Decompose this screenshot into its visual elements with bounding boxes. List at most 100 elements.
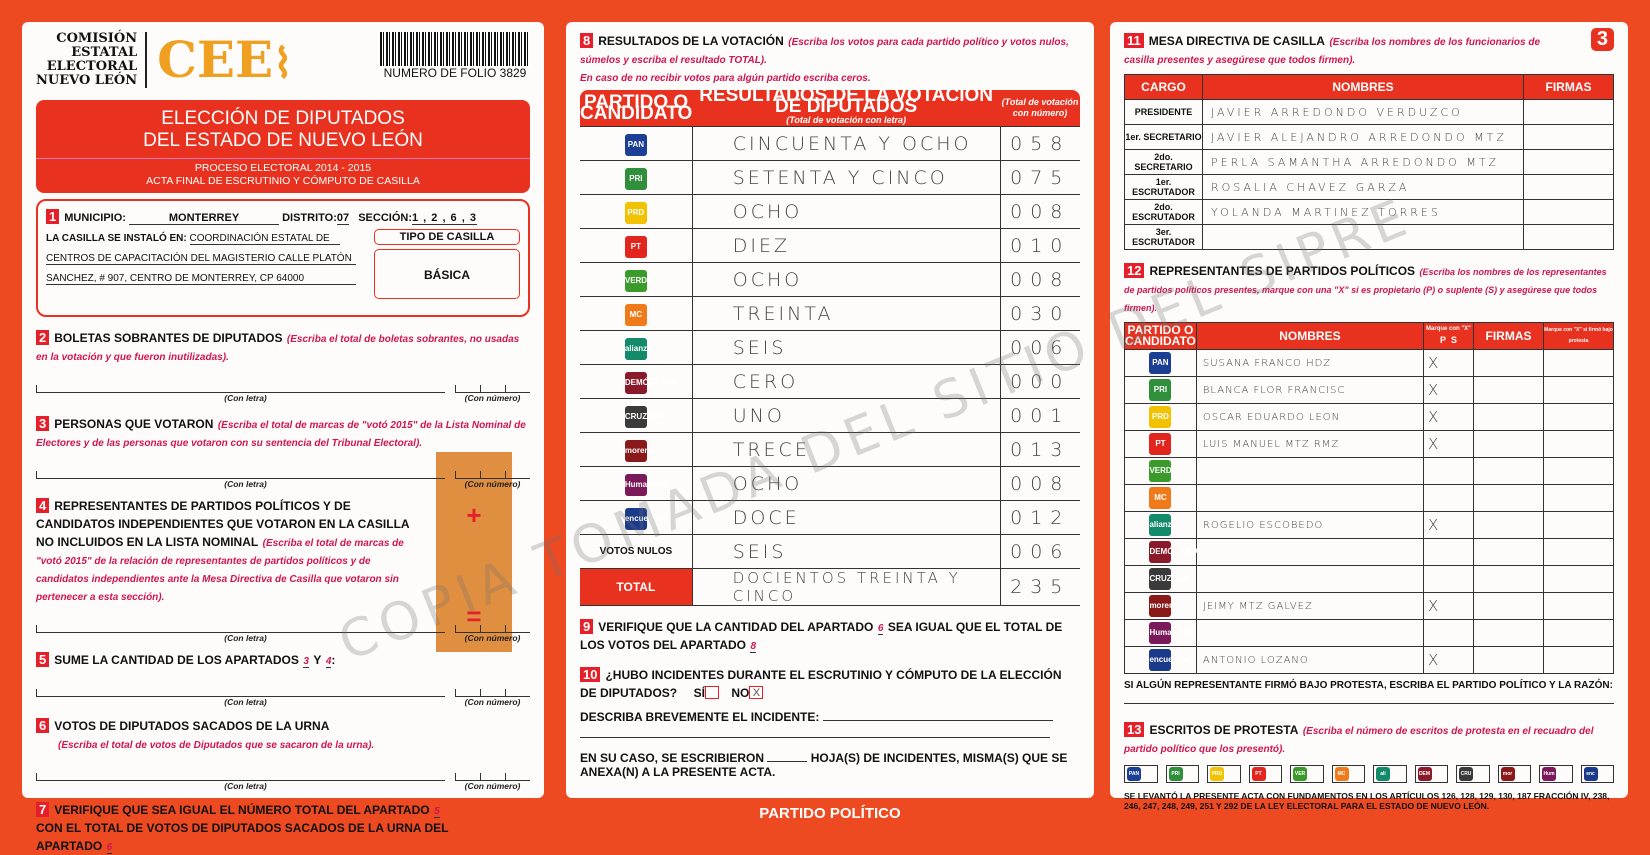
distrito-field[interactable]: 07 [336, 212, 350, 225]
address-field[interactable]: SANCHEZ, # 907, CENTRO DE MONTERREY, CP … [46, 273, 356, 285]
votes-number[interactable]: 008 [999, 262, 1080, 297]
votes-letter[interactable]: UNO [692, 398, 1000, 433]
signature-cell[interactable] [1473, 538, 1544, 566]
suma-input[interactable] [36, 683, 530, 697]
votes-letter[interactable]: TREINTA [692, 296, 1000, 331]
official-name[interactable]: ROSALIA CHAVEZ GARZA [1202, 174, 1524, 200]
protest-mark-cell[interactable] [1543, 619, 1614, 647]
protest-box[interactable]: mor [1497, 765, 1531, 783]
protest-mark-cell[interactable] [1543, 484, 1614, 512]
urna-input[interactable] [36, 767, 530, 781]
votes-letter[interactable]: CERO [692, 364, 1000, 399]
incident-input-2[interactable] [580, 724, 1050, 738]
signature-cell[interactable] [1473, 592, 1544, 620]
representative-name[interactable]: JEIMY MTZ GALVEZ [1195, 592, 1425, 620]
votes-number[interactable]: 001 [999, 398, 1080, 433]
protest-reason-input[interactable] [1124, 692, 1614, 704]
representative-name[interactable]: OSCAR EDUARDO LEON [1195, 403, 1425, 431]
si-checkbox[interactable] [704, 686, 719, 700]
propietario-mark[interactable]: X [1423, 376, 1474, 404]
protest-mark-cell[interactable] [1543, 457, 1614, 485]
protest-mark-cell[interactable] [1543, 538, 1614, 566]
votes-letter[interactable]: SETENTA Y CINCO [692, 160, 1000, 195]
propietario-mark[interactable] [1423, 565, 1474, 593]
incident-input[interactable] [822, 720, 1053, 721]
official-name[interactable] [1202, 224, 1524, 250]
signature-cell[interactable] [1473, 430, 1544, 458]
votes-number[interactable]: 012 [999, 500, 1080, 535]
votes-number[interactable]: 006 [999, 330, 1080, 365]
protest-mark-cell[interactable] [1543, 430, 1614, 458]
propietario-mark[interactable]: X [1423, 349, 1474, 377]
votes-number[interactable]: 075 [999, 160, 1080, 195]
protest-box[interactable]: MC [1331, 765, 1365, 783]
propietario-mark[interactable]: X [1423, 646, 1474, 674]
signature-cell[interactable] [1523, 174, 1614, 200]
votes-letter[interactable]: CINCUENTA Y OCHO [692, 126, 1000, 161]
signature-cell[interactable] [1473, 646, 1544, 674]
signature-cell[interactable] [1473, 403, 1544, 431]
representative-name[interactable]: LUIS MANUEL MTZ RMZ [1195, 430, 1425, 458]
total-number[interactable]: 235 [999, 568, 1080, 606]
protest-box[interactable]: Hum [1539, 765, 1573, 783]
propietario-mark[interactable] [1423, 538, 1474, 566]
votes-number[interactable]: 008 [999, 194, 1080, 229]
signature-cell[interactable] [1473, 484, 1544, 512]
signature-cell[interactable] [1473, 511, 1544, 539]
official-name[interactable]: YOLANDA MARTINEZ TORRES [1202, 199, 1524, 225]
propietario-mark[interactable]: X [1423, 511, 1474, 539]
signature-cell[interactable] [1523, 99, 1614, 125]
protest-box[interactable]: PAN [1124, 765, 1158, 783]
representative-name[interactable]: ANTONIO LOZANO [1195, 646, 1425, 674]
signature-cell[interactable] [1473, 565, 1544, 593]
protest-box[interactable]: PT [1248, 765, 1282, 783]
address-field[interactable]: CENTROS DE CAPACITACIÓN DEL MAGISTERIO C… [46, 253, 356, 265]
votes-letter[interactable]: DOCE [692, 500, 1000, 535]
tipo-value[interactable]: BÁSICA [374, 249, 520, 299]
propietario-mark[interactable] [1423, 619, 1474, 647]
votes-number[interactable]: 013 [999, 432, 1080, 467]
votes-number[interactable]: 058 [999, 126, 1080, 161]
protest-box[interactable]: PRI [1165, 765, 1199, 783]
protest-mark-cell[interactable] [1543, 646, 1614, 674]
representative-name[interactable] [1195, 457, 1425, 485]
signature-cell[interactable] [1473, 376, 1544, 404]
representative-name[interactable] [1195, 565, 1425, 593]
total-letter[interactable]: DOCIENTOS TREINTA Y CINCO [692, 568, 1000, 606]
votes-number[interactable]: 030 [999, 296, 1080, 331]
representative-name[interactable]: BLANCA FLOR FRANCISC [1195, 376, 1425, 404]
votaron-input[interactable] [36, 465, 530, 479]
signature-cell[interactable] [1523, 224, 1614, 250]
votes-letter[interactable]: OCHO [692, 466, 1000, 501]
votes-number[interactable]: 010 [999, 228, 1080, 263]
protest-box[interactable]: enc [1580, 765, 1614, 783]
propietario-mark[interactable]: X [1423, 430, 1474, 458]
signature-cell[interactable] [1473, 619, 1544, 647]
nulos-letter[interactable]: SEIS [692, 534, 1000, 569]
protest-mark-cell[interactable] [1543, 403, 1614, 431]
seccion-field[interactable]: 1 , 2 , 6 , 3 [411, 212, 477, 225]
votes-number[interactable]: 000 [999, 364, 1080, 399]
signature-cell[interactable] [1523, 149, 1614, 175]
protest-mark-cell[interactable] [1543, 511, 1614, 539]
votes-letter[interactable]: DIEZ [692, 228, 1000, 263]
official-name[interactable]: PERLA SAMANTHA ARREDONDO MTZ [1202, 149, 1524, 175]
no-checkbox[interactable]: X [749, 686, 764, 700]
signature-cell[interactable] [1473, 457, 1544, 485]
propietario-mark[interactable]: X [1423, 403, 1474, 431]
representative-name[interactable]: SUSANA FRANCO HDZ [1195, 349, 1425, 377]
propietario-mark[interactable]: X [1423, 592, 1474, 620]
official-name[interactable]: JAVIER ALEJANDRO ARREDONDO MTZ [1202, 124, 1524, 150]
propietario-mark[interactable] [1423, 484, 1474, 512]
protest-box[interactable]: VER [1290, 765, 1324, 783]
representative-name[interactable] [1195, 619, 1425, 647]
protest-box[interactable]: ali [1373, 765, 1407, 783]
votes-letter[interactable]: OCHO [692, 262, 1000, 297]
boletas-input[interactable] [36, 379, 530, 393]
nulos-number[interactable]: 006 [999, 534, 1080, 569]
representative-name[interactable] [1195, 484, 1425, 512]
signature-cell[interactable] [1523, 199, 1614, 225]
address-field[interactable]: COORDINACIÓN ESTATAL DE [189, 233, 340, 245]
votes-letter[interactable]: TRECE [692, 432, 1000, 467]
protest-box[interactable]: DEM [1414, 765, 1448, 783]
